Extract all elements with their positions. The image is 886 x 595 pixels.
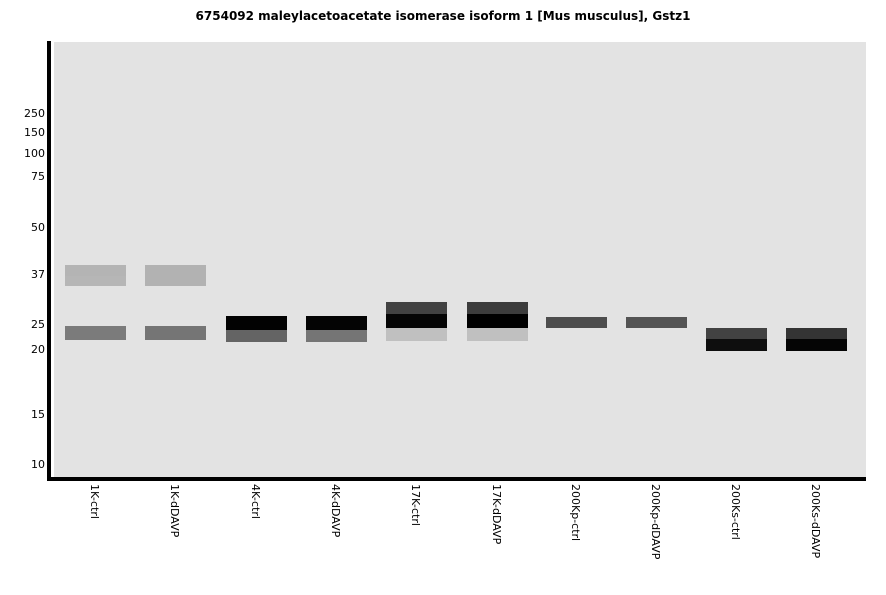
gel-band-4K-dDAVP-band-25kda [306,316,367,330]
gel-band-200Kp-dDAVP-band-25kda [626,317,687,328]
y-tick-label-75: 75 [31,170,45,183]
x-tick-label-1K-ctrl: 1K-ctrl [88,484,101,519]
gel-band-17K-ctrl-band-27kda [386,302,447,314]
gel-band-17K-dDAVP-band-23kda [467,328,528,341]
gel-band-200Kp-ctrl-band-25kda [546,317,607,328]
gel-band-4K-ctrl-band-23kda [226,330,287,342]
y-axis-line [47,41,51,478]
gel-band-1K-dDAVP-band-23kda [145,326,206,340]
gel-band-1K-ctrl-band-23kda [65,326,126,340]
gel-band-17K-ctrl-band-23kda [386,328,447,341]
gel-band-200Ks-ctrl-band-24kda [706,328,767,339]
gel-band-17K-ctrl-band-25kda [386,314,447,328]
x-tick-label-17K-dDAVP: 17K-dDAVP [490,484,503,545]
y-tick-label-100: 100 [24,147,45,160]
x-tick-label-200Kp-ctrl: 200Kp-ctrl [569,484,582,542]
plot-area [54,42,866,477]
x-tick-label-200Ks-dDAVP: 200Ks-dDAVP [809,484,822,559]
x-tick-label-4K-ctrl: 4K-ctrl [249,484,262,519]
x-tick-label-1K-dDAVP: 1K-dDAVP [168,484,181,538]
x-tick-label-200Kp-dDAVP: 200Kp-dDAVP [649,484,662,560]
y-tick-label-20: 20 [31,343,45,356]
x-tick-label-4K-dDAVP: 4K-dDAVP [329,484,342,538]
gel-band-200Ks-dDAVP-band-24kda [786,328,847,339]
gel-band-17K-dDAVP-band-25kda [467,314,528,328]
gel-band-4K-ctrl-band-25kda [226,316,287,330]
gel-band-1K-ctrl-band-37kda [65,265,126,276]
page-title: 6754092 maleylacetoacetate isomerase iso… [195,9,691,23]
y-axis-tick-labels: 250 150 100 75 50 37 25 20 15 10 [0,0,45,595]
x-tick-label-17K-ctrl: 17K-ctrl [409,484,422,526]
x-tick-label-200Ks-ctrl: 200Ks-ctrl [729,484,742,540]
x-axis-line [47,477,866,481]
gel-band-200Ks-ctrl-band-22kda [706,339,767,351]
gel-band-17K-dDAVP-band-27kda [467,302,528,314]
gel-band-1K-ctrl-band-36kda [65,276,126,286]
y-tick-label-150: 150 [24,126,45,139]
y-tick-label-37: 37 [31,268,45,281]
gel-band-1K-dDAVP-band-37kda [145,265,206,286]
gel-band-4K-dDAVP-band-23kda [306,330,367,342]
y-tick-label-50: 50 [31,221,45,234]
y-tick-label-25: 25 [31,318,45,331]
y-tick-label-15: 15 [31,408,45,421]
gel-band-200Ks-dDAVP-band-22kda [786,339,847,351]
y-tick-label-10: 10 [31,458,45,471]
y-tick-label-250: 250 [24,107,45,120]
